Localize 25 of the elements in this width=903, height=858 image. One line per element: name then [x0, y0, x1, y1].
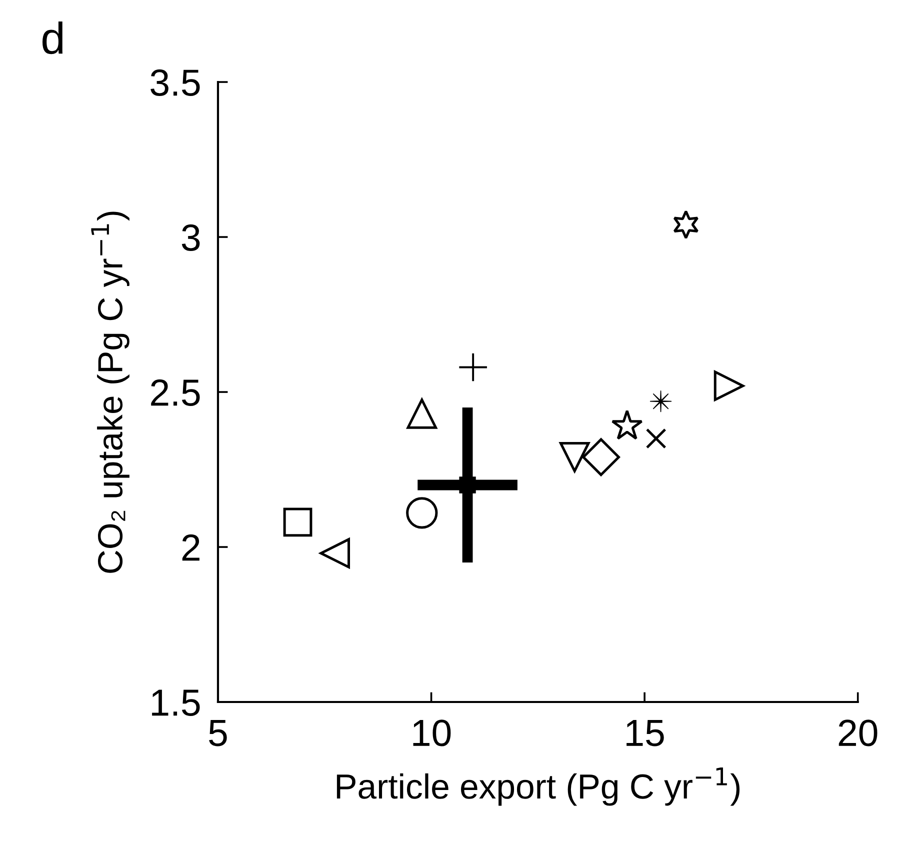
- y-tick-label: 3: [182, 224, 200, 251]
- point: [611, 410, 643, 440]
- point: [673, 210, 699, 240]
- point: [582, 438, 620, 476]
- x-tick-label: 20: [838, 720, 878, 746]
- x-axis-title: Particle export (Pg C yr$^{−1}$): [336, 768, 740, 806]
- y-tick-label: 2: [182, 534, 200, 561]
- y-tick-label: 1.5: [152, 690, 200, 716]
- point: [650, 390, 672, 412]
- point: [406, 398, 438, 429]
- x-tick-label: 5: [209, 720, 227, 746]
- chart-title: d: [42, 21, 62, 54]
- point: [459, 353, 487, 382]
- x-tick-label: 10: [413, 720, 451, 746]
- point: [646, 428, 666, 449]
- y-tick-label: 2.5: [151, 379, 200, 406]
- y-axis-title: CO₂ uptake (Pg C yr$^{−1}$): [91, 212, 130, 573]
- point: [406, 497, 438, 529]
- point: [320, 538, 350, 568]
- point: [559, 442, 590, 472]
- point: [714, 370, 744, 401]
- x-tick-label: 15: [626, 720, 664, 746]
- y-tick-label: 3.5: [150, 69, 200, 96]
- point: [283, 508, 312, 537]
- point: [459, 476, 476, 494]
